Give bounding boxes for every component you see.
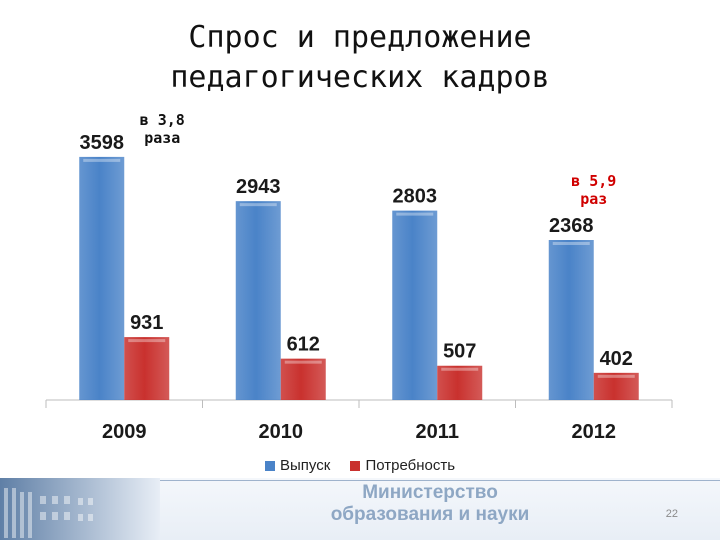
data-label: 3598 xyxy=(80,132,125,154)
bar-vypusk-2009 xyxy=(79,156,125,400)
page-number: 22 xyxy=(665,508,678,520)
data-label: 612 xyxy=(287,334,320,356)
legend-swatch-series-1 xyxy=(264,460,275,471)
slide-title-line-2: педагогических кадров xyxy=(170,60,550,95)
bar-potrebnost-2011 xyxy=(437,365,483,400)
x-tick-label: 2009 xyxy=(102,421,147,443)
legend-item-series-1: Выпуск xyxy=(264,457,331,474)
building-image xyxy=(0,478,160,540)
data-label: 402 xyxy=(600,348,633,370)
annotation-text: раза xyxy=(144,129,180,147)
bar-chart: 3598 931 2009 2943 612 2010 2803 507 2011 2368 402… xyxy=(45,111,673,443)
bar-highlight xyxy=(239,203,277,207)
data-label: 2368 xyxy=(549,215,594,237)
x-tick-label: 2010 xyxy=(259,421,304,443)
footer-banner: Министерство образования и науки 22 xyxy=(0,478,720,540)
data-label: 2803 xyxy=(393,186,438,208)
bar-potrebnost-2012 xyxy=(593,372,639,400)
x-tick-label: 2011 xyxy=(416,421,459,443)
annotation-text: в 3,8 xyxy=(140,111,185,129)
ministry-line-2: образования и науки xyxy=(330,504,530,525)
bar-potrebnost-2010 xyxy=(280,358,326,400)
legend-swatch-series-2 xyxy=(350,460,361,471)
bar-highlight xyxy=(441,367,479,371)
legend-label-series-1: Выпуск xyxy=(279,457,331,474)
chart-legend: Выпуск Потребность xyxy=(0,457,720,475)
bar-highlight xyxy=(396,212,434,216)
annotation-text: в 5,9 xyxy=(571,172,616,190)
bar-vypusk-2010 xyxy=(235,201,281,400)
bar-highlight xyxy=(552,242,590,245)
bar-vypusk-2012 xyxy=(548,240,594,400)
slide-title-line-1: Спрос и предложение xyxy=(188,20,532,55)
ministry-logo-text: Министерство образования и науки xyxy=(300,482,560,526)
x-tick-label: 2012 xyxy=(572,421,617,443)
legend-item-series-2: Потребность xyxy=(350,457,455,474)
ministry-line-1: Министерство xyxy=(362,482,498,503)
bar-highlight xyxy=(284,360,322,364)
legend-label-series-2: Потребность xyxy=(365,457,456,474)
data-label: 931 xyxy=(130,312,163,334)
annotation-text: раз xyxy=(580,190,607,208)
bar-highlight xyxy=(597,374,635,378)
bar-vypusk-2011 xyxy=(392,210,438,400)
slide-title: Спрос и предложение педагогических кадро… xyxy=(0,18,720,98)
bar-highlight xyxy=(83,158,121,162)
data-label: 2943 xyxy=(236,176,281,198)
bar-potrebnost-2009 xyxy=(124,337,170,400)
bar-highlight xyxy=(128,339,166,343)
footer-divider xyxy=(160,480,720,481)
data-label: 507 xyxy=(443,341,476,363)
